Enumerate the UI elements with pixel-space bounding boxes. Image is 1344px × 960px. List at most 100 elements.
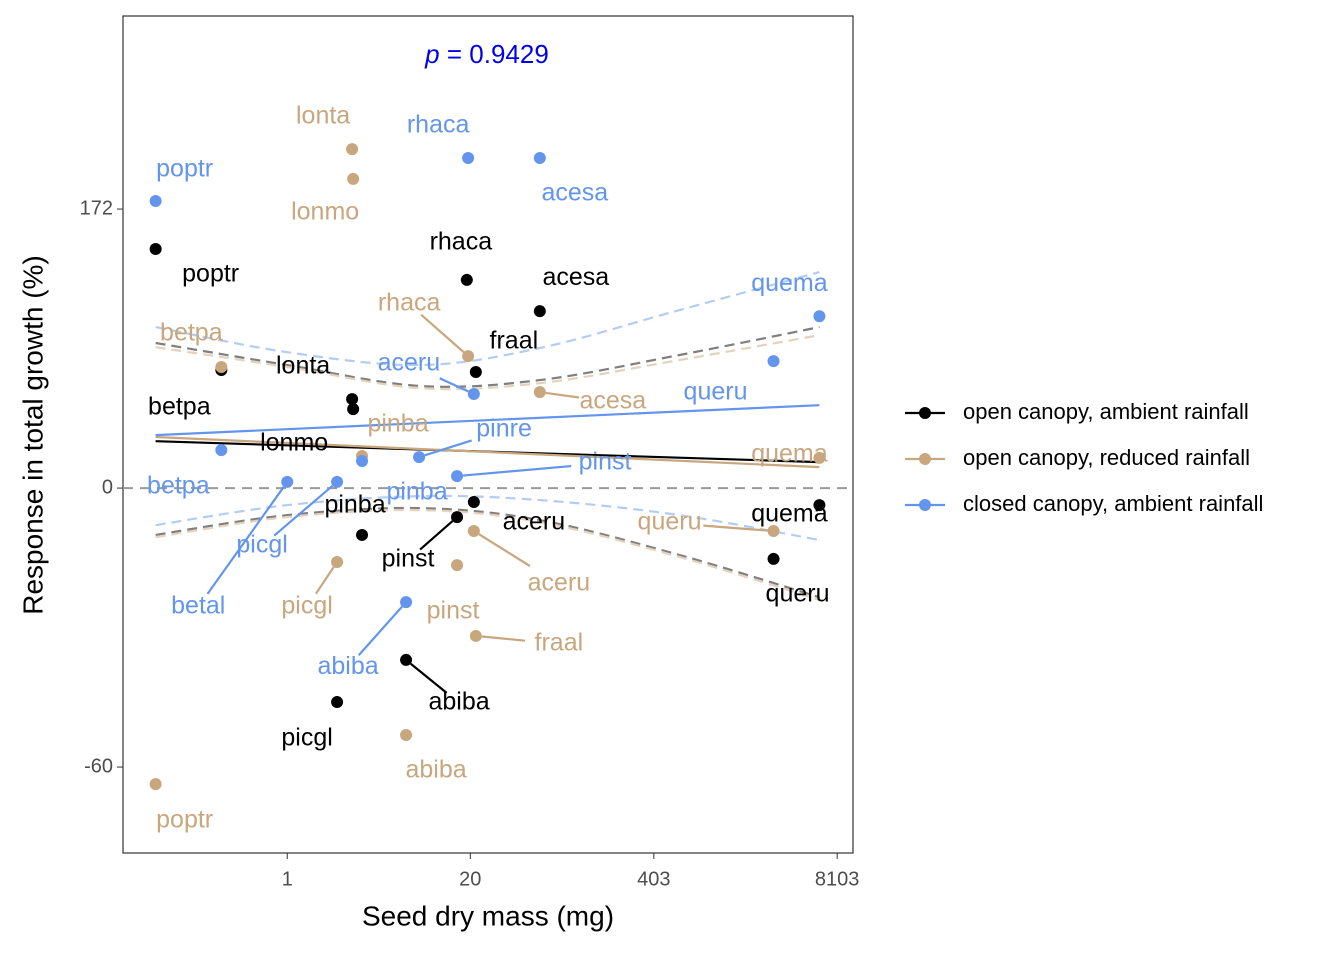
point-label: aceru: [528, 569, 591, 597]
point-label: aceru: [378, 349, 441, 377]
point: [331, 475, 344, 488]
point-label: betpa: [148, 393, 211, 421]
legend-label: closed canopy, ambient rainfall: [963, 491, 1263, 516]
point-label: betpa: [160, 319, 223, 347]
point-label: poptr: [182, 260, 239, 288]
point: [346, 393, 359, 406]
point: [469, 629, 482, 642]
point-label: pinba: [367, 410, 428, 438]
point-label: rhaca: [430, 228, 493, 256]
leader-line: [703, 524, 768, 532]
point: [533, 152, 546, 165]
leader-line: [424, 439, 473, 457]
leader-line: [206, 486, 285, 595]
point-label: poptr: [156, 806, 213, 834]
point: [460, 273, 473, 286]
point-label: pinst: [579, 448, 632, 476]
leader-line: [545, 391, 580, 399]
point-label: betal: [171, 592, 225, 620]
leader-line: [420, 313, 465, 353]
point-label: abiba: [428, 688, 489, 716]
point-label: queru: [638, 508, 702, 536]
point-label: pinba: [324, 491, 385, 519]
point-label: pinst: [382, 545, 435, 573]
point: [413, 451, 426, 464]
point-label: abiba: [317, 652, 378, 680]
point: [149, 194, 162, 207]
point: [467, 496, 480, 509]
fit-line: [155, 404, 820, 437]
point-label: quema: [751, 500, 828, 528]
confidence-band: [155, 271, 820, 367]
fit-line: [155, 435, 820, 469]
point-label: aceru: [503, 508, 566, 536]
legend-dot: [919, 499, 931, 511]
point: [451, 559, 464, 572]
point-label: lonmo: [291, 198, 359, 226]
x-tick-label: 8103: [815, 868, 860, 890]
point-label: pinre: [476, 415, 532, 443]
point: [400, 728, 413, 741]
x-axis-title: Seed dry mass (mg): [362, 900, 614, 931]
point: [467, 525, 480, 538]
confidence-band: [155, 334, 820, 391]
leader-line: [439, 377, 469, 393]
y-axis-title: Response in total growth (%): [17, 255, 48, 615]
point: [533, 386, 546, 399]
leader-line: [410, 662, 448, 694]
point-label: picgl: [236, 531, 287, 559]
point-label: lonmo: [260, 429, 328, 457]
leader-line: [462, 464, 572, 477]
y-tick-label: -60: [84, 755, 113, 777]
point-label: lonta: [296, 102, 350, 130]
point-label: acesa: [579, 387, 646, 415]
confidence-band: [155, 506, 820, 599]
legend-label: open canopy, ambient rainfall: [963, 399, 1249, 424]
point: [356, 528, 369, 541]
point: [347, 403, 360, 416]
point: [331, 556, 344, 569]
point: [451, 511, 464, 524]
point-label: rhaca: [407, 111, 470, 139]
point: [813, 310, 826, 323]
point: [767, 525, 780, 538]
leader-line: [481, 635, 526, 642]
leader-line: [357, 605, 403, 656]
point: [451, 470, 464, 483]
legend-dot: [919, 407, 931, 419]
point-label: quema: [751, 440, 828, 468]
point: [331, 696, 344, 709]
point: [462, 350, 475, 363]
plot-frame: [122, 15, 854, 854]
point-label: fraal: [535, 629, 584, 657]
point-label: queru: [766, 580, 830, 608]
leader-line: [315, 566, 335, 595]
point-label: quema: [751, 269, 828, 297]
point: [813, 451, 826, 464]
point-label: acesa: [542, 263, 609, 291]
confidence-band: [155, 508, 820, 601]
y-tick-label: 172: [80, 197, 113, 219]
point-label: picgl: [281, 724, 332, 752]
x-tick-label: 20: [459, 868, 481, 890]
point-label: picgl: [281, 592, 332, 620]
leader-line: [273, 484, 334, 537]
point-label: queru: [684, 378, 748, 406]
point: [469, 366, 482, 379]
legend-dot: [919, 453, 931, 465]
legend-label: open canopy, reduced rainfall: [963, 445, 1250, 470]
point: [400, 653, 413, 666]
point: [767, 552, 780, 565]
y-tick-label: 0: [102, 476, 113, 498]
point: [281, 475, 294, 488]
point: [813, 499, 826, 512]
point: [346, 143, 359, 156]
point-label: acesa: [541, 179, 608, 207]
point-label: betpa: [147, 472, 210, 500]
point-label: lonta: [276, 352, 330, 380]
point: [347, 172, 360, 185]
point: [149, 242, 162, 255]
point-label: fraal: [490, 327, 539, 355]
point: [462, 152, 475, 165]
